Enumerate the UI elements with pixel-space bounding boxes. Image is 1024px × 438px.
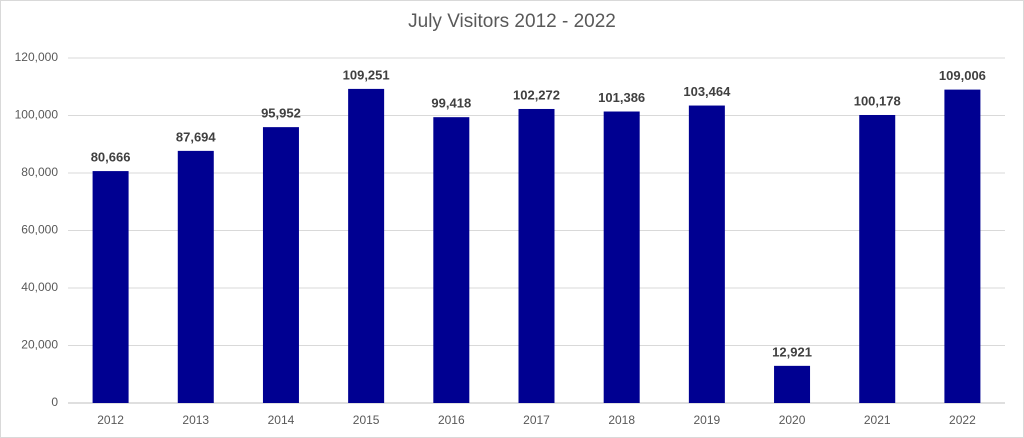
x-tick-label: 2012	[97, 413, 124, 427]
value-label: 95,952	[261, 106, 301, 121]
value-label: 12,921	[772, 344, 812, 359]
x-tick-label: 2016	[438, 413, 465, 427]
x-tick-label: 2018	[608, 413, 635, 427]
bar	[262, 127, 299, 403]
chart-title: July Visitors 2012 - 2022	[408, 11, 616, 32]
bar	[177, 150, 214, 403]
bar	[944, 89, 981, 403]
bar	[433, 117, 470, 403]
bar	[774, 365, 811, 403]
x-tick-label: 2022	[949, 413, 976, 427]
bar	[518, 108, 555, 403]
y-tick-label: 20,000	[21, 338, 58, 352]
value-label: 103,464	[683, 84, 731, 99]
value-label: 100,178	[854, 93, 901, 108]
value-label: 87,694	[176, 129, 217, 144]
bar	[603, 111, 640, 403]
value-label: 99,418	[431, 96, 471, 111]
y-tick-label: 0	[51, 395, 58, 409]
bar	[688, 105, 725, 403]
value-label: 109,006	[939, 68, 986, 83]
value-label: 101,386	[598, 90, 645, 105]
x-tick-label: 2021	[864, 413, 891, 427]
y-tick-label: 120,000	[15, 50, 59, 64]
value-label: 109,251	[343, 67, 390, 82]
value-label: 80,666	[91, 150, 131, 165]
value-label: 102,272	[513, 87, 560, 102]
bar	[859, 114, 896, 403]
y-tick-label: 60,000	[21, 223, 58, 237]
bar	[92, 171, 129, 403]
x-tick-label: 2013	[182, 413, 209, 427]
x-tick-label: 2019	[694, 413, 721, 427]
x-tick-label: 2014	[268, 413, 295, 427]
y-tick-label: 80,000	[21, 165, 58, 179]
x-tick-label: 2017	[523, 413, 550, 427]
bar	[348, 88, 385, 403]
x-tick-label: 2020	[779, 413, 806, 427]
x-tick-label: 2015	[353, 413, 380, 427]
y-tick-label: 100,000	[15, 108, 59, 122]
y-tick-label: 40,000	[21, 280, 58, 294]
